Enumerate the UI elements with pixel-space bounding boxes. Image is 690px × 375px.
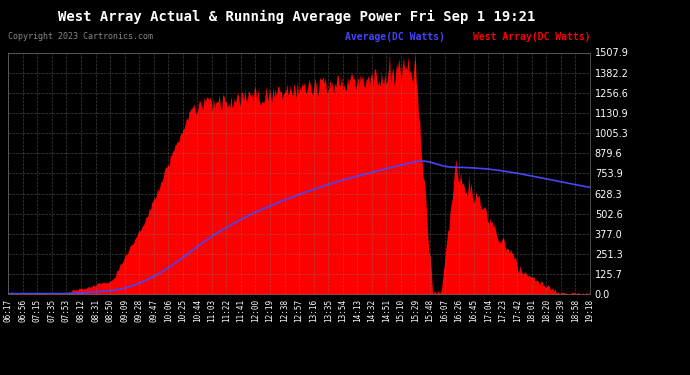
Text: Copyright 2023 Cartronics.com: Copyright 2023 Cartronics.com: [8, 32, 153, 41]
Text: West Array(DC Watts): West Array(DC Watts): [473, 32, 590, 42]
Text: West Array Actual & Running Average Power Fri Sep 1 19:21: West Array Actual & Running Average Powe…: [58, 9, 535, 24]
Text: Average(DC Watts): Average(DC Watts): [345, 32, 445, 42]
